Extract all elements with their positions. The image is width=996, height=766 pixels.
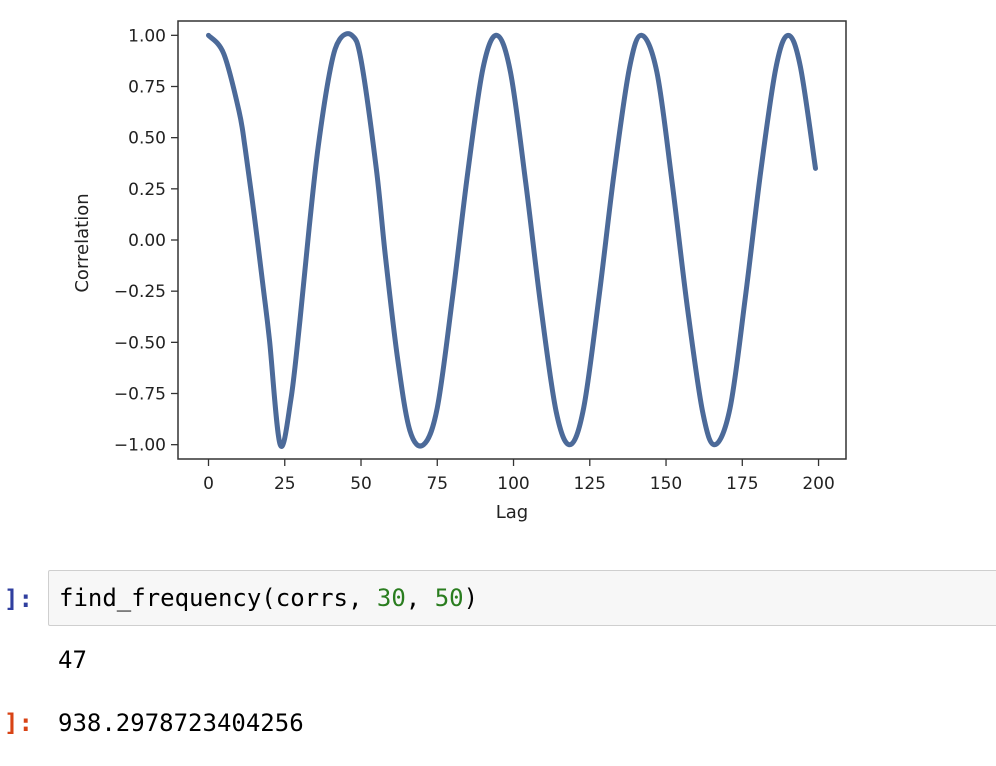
output-row: ]: 938.2978723404256 — [0, 706, 996, 742]
y-tick-label: 0.00 — [128, 231, 166, 251]
cell-stdout: 47 — [58, 646, 87, 674]
x-tick-label: 150 — [650, 474, 682, 494]
x-tick-label: 0 — [203, 474, 214, 494]
input-prompt: ]: — [4, 585, 33, 613]
y-tick-label: −0.75 — [114, 385, 166, 405]
y-tick-label: −0.25 — [114, 282, 166, 302]
output-value: 938.2978723404256 — [58, 709, 304, 737]
x-tick-label: 25 — [274, 474, 296, 494]
code-cell[interactable]: ]: find_frequency(corrs, 30, 50) — [0, 568, 996, 630]
y-tick-label: 0.75 — [128, 77, 166, 97]
y-tick-label: −1.00 — [114, 436, 166, 456]
x-tick-label: 200 — [802, 474, 834, 494]
x-tick-label: 75 — [426, 474, 448, 494]
code-prefix: find_frequency(corrs, — [59, 584, 377, 612]
x-axis-label: Lag — [496, 502, 528, 523]
y-axis-ticks: 1.00 0.75 0.50 0.25 0.00 −0.25 −0.50 −0.75 −1.00 — [114, 26, 178, 455]
code-separator: , — [406, 584, 435, 612]
x-tick-label: 125 — [574, 474, 606, 494]
x-tick-label: 50 — [350, 474, 372, 494]
output-prompt: ]: — [4, 709, 33, 737]
y-axis-label: Correlation — [72, 193, 93, 292]
code-arg-2: 50 — [435, 584, 464, 612]
x-axis-ticks: 0 25 50 75 100 125 150 175 200 — [203, 459, 835, 494]
y-tick-label: 0.50 — [128, 129, 166, 149]
y-tick-label: 0.25 — [128, 180, 166, 200]
y-tick-label: 1.00 — [128, 26, 166, 46]
y-tick-label: −0.50 — [114, 333, 166, 353]
x-tick-label: 100 — [497, 474, 529, 494]
x-tick-label: 175 — [726, 474, 758, 494]
code-input-area[interactable]: find_frequency(corrs, 30, 50) — [48, 570, 996, 626]
code-arg-1: 30 — [377, 584, 406, 612]
code-suffix: ) — [464, 584, 478, 612]
autocorrelation-chart: 0 25 50 75 100 125 150 175 200 1.00 0.75 0.50 0.25 0… — [0, 0, 996, 540]
code-text[interactable]: find_frequency(corrs, 30, 50) — [59, 584, 478, 612]
